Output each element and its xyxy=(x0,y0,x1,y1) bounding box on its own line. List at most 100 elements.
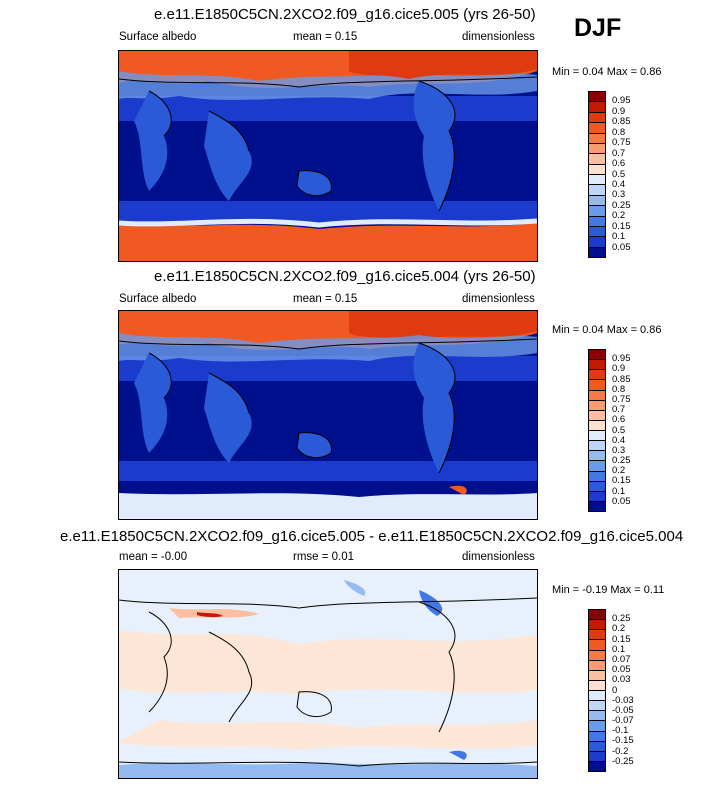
colorbar-segment xyxy=(589,650,605,661)
colorbar-segment xyxy=(589,133,605,144)
colorbar-tick-label: 0.1 xyxy=(612,231,626,243)
colorbar-tick-label: 0.5 xyxy=(612,424,626,436)
colorbar-tick-label: 0.6 xyxy=(612,158,626,170)
colorbar-tick-label: 0.3 xyxy=(612,444,626,456)
colorbar-segment xyxy=(589,680,605,691)
colorbar-segment xyxy=(589,226,605,238)
colorbar-segment xyxy=(589,731,605,742)
colorbar-tick-label: 0.03 xyxy=(612,674,631,686)
colorbar-tick-label: -0.1 xyxy=(612,725,629,737)
colorbar-tick-label: 0.25 xyxy=(612,613,631,625)
colorbar-segment xyxy=(589,247,605,257)
colorbar-segment xyxy=(589,640,605,651)
season-label: DJF xyxy=(574,14,622,42)
colorbar-tick-label: 0.25 xyxy=(612,199,631,211)
colorbar-tick-label: 0.4 xyxy=(612,178,626,190)
panel-2-variable: Surface albedo xyxy=(119,293,197,305)
colorbar-segment xyxy=(589,195,605,207)
colorbar-tick-label: 0.4 xyxy=(612,434,626,446)
colorbar-tick-label: -0.07 xyxy=(612,715,634,727)
panel-2-map xyxy=(118,310,538,520)
colorbar-segment xyxy=(589,206,605,217)
colorbar-tick-label: 0.15 xyxy=(612,475,631,487)
panel-3-mean: mean = -0.00 xyxy=(119,551,188,563)
colorbar-segment xyxy=(589,431,605,442)
colorbar-tick-label: -0.2 xyxy=(612,745,629,757)
colorbar-segment xyxy=(589,751,605,762)
panel-3-map xyxy=(118,569,538,779)
panel-1-colorbar xyxy=(588,91,606,258)
panel-1-minmax: Min = 0.04 Max = 0.86 xyxy=(552,66,662,78)
panel-1-variable: Surface albedo xyxy=(119,31,197,43)
panel-3-units: dimensionless xyxy=(462,551,535,563)
panel-2-colorbar xyxy=(588,349,606,512)
colorbar-tick-label: 0.85 xyxy=(612,373,631,385)
colorbar-tick-label: 0.75 xyxy=(612,393,631,405)
colorbar-segment xyxy=(589,461,605,472)
colorbar-segment xyxy=(589,400,605,411)
colorbar-tick-label: 0 xyxy=(612,684,618,696)
colorbar-segment xyxy=(589,370,605,381)
colorbar-tick-label: 0.15 xyxy=(612,220,631,232)
colorbar-segment xyxy=(589,501,605,511)
colorbar-tick-label: 0.85 xyxy=(612,116,631,128)
panel-2-map-svg xyxy=(119,311,537,519)
colorbar-segment xyxy=(589,92,605,103)
colorbar-tick-label: -0.03 xyxy=(612,694,634,706)
colorbar-segment xyxy=(589,670,605,681)
colorbar-tick-label: 0.05 xyxy=(612,664,631,676)
colorbar-segment xyxy=(589,185,605,196)
colorbar-tick-label: 0.95 xyxy=(612,353,631,365)
colorbar-segment xyxy=(589,701,605,712)
colorbar-tick-label: 0.95 xyxy=(612,95,631,107)
colorbar-segment xyxy=(589,420,605,431)
colorbar-segment xyxy=(589,350,605,361)
colorbar-segment xyxy=(589,380,605,391)
colorbar-segment xyxy=(589,102,605,113)
panel-1-map xyxy=(118,50,538,262)
panel-1-mean: mean = 0.15 xyxy=(293,31,358,43)
colorbar-segment xyxy=(589,491,605,502)
colorbar-tick-label: 0.3 xyxy=(612,189,626,201)
colorbar-segment xyxy=(589,761,605,771)
colorbar-segment xyxy=(589,164,605,175)
colorbar-segment xyxy=(589,471,605,482)
panel-3-minmax: Min = -0.19 Max = 0.11 xyxy=(552,584,665,596)
colorbar-tick-label: 0.2 xyxy=(612,210,626,222)
colorbar-tick-label: 0.15 xyxy=(612,633,631,645)
colorbar-segment xyxy=(589,410,605,421)
colorbar-tick-label: 0.1 xyxy=(612,485,626,497)
colorbar-segment xyxy=(589,741,605,752)
colorbar-tick-label: 0.5 xyxy=(612,168,626,180)
colorbar-segment xyxy=(589,143,605,155)
panel-1-units: dimensionless xyxy=(462,31,535,43)
colorbar-segment xyxy=(589,216,605,227)
colorbar-tick-label: -0.15 xyxy=(612,735,634,747)
colorbar-tick-label: -0.05 xyxy=(612,704,634,716)
panel-1-map-svg xyxy=(119,51,537,261)
panel-2-title: e.e11.E1850C5CN.2XCO2.f09_g16.cice5.004 … xyxy=(154,268,536,285)
colorbar-segment xyxy=(589,175,605,186)
colorbar-tick-label: 0.75 xyxy=(612,137,631,149)
colorbar-tick-label: 0.9 xyxy=(612,105,626,117)
colorbar-segment xyxy=(589,123,605,134)
panel-1-title: e.e11.E1850C5CN.2XCO2.f09_g16.cice5.005 … xyxy=(154,6,536,23)
colorbar-tick-label: -0.25 xyxy=(612,755,634,767)
colorbar-tick-label: 0.7 xyxy=(612,404,626,416)
colorbar-segment xyxy=(589,711,605,722)
panel-3-colorbar xyxy=(588,609,606,772)
colorbar-segment xyxy=(589,721,605,732)
colorbar-tick-label: 0.25 xyxy=(612,455,631,467)
colorbar-tick-label: 0.07 xyxy=(612,653,631,665)
colorbar-segment xyxy=(589,390,605,401)
colorbar-tick-label: 0.1 xyxy=(612,643,626,655)
colorbar-segment xyxy=(589,360,605,371)
colorbar-segment xyxy=(589,660,605,671)
colorbar-tick-label: 0.2 xyxy=(612,465,626,477)
colorbar-tick-label: 0.6 xyxy=(612,414,626,426)
colorbar-segment xyxy=(589,691,605,702)
colorbar-segment xyxy=(589,154,605,165)
colorbar-tick-label: 0.8 xyxy=(612,383,626,395)
colorbar-segment xyxy=(589,441,605,452)
panel-3-map-svg xyxy=(119,570,537,778)
